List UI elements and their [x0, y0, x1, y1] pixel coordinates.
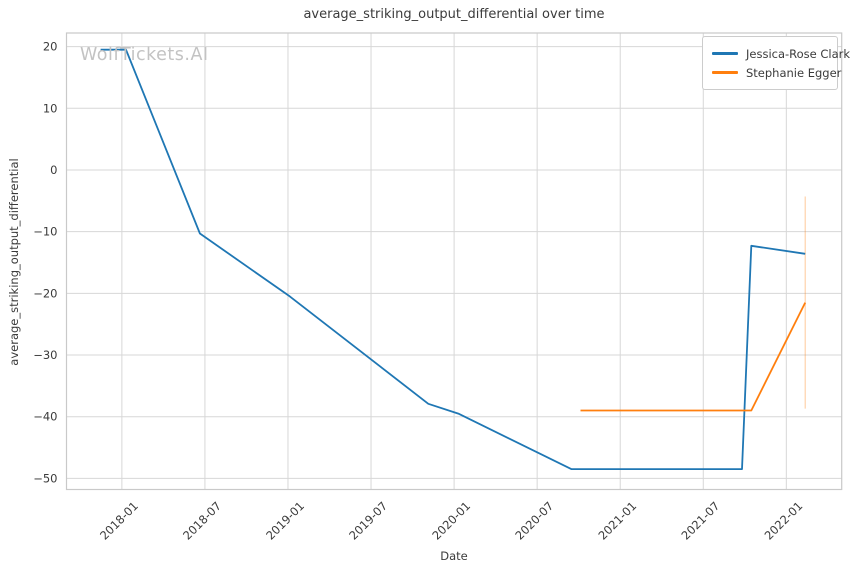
y-tick-label: −40 — [33, 410, 57, 424]
legend: Jessica-Rose Clark Stephanie Egger — [702, 36, 850, 90]
y-axis-label: average_striking_output_differential — [7, 158, 21, 366]
x-axis-label: Date — [440, 549, 468, 563]
x-tick-label: 2021-01 — [595, 499, 639, 543]
y-tick-label: −30 — [33, 348, 57, 362]
legend-label: Jessica-Rose Clark — [746, 46, 850, 61]
x-tick-label: 2018-01 — [97, 499, 141, 543]
x-tick-label: 2020-01 — [429, 499, 473, 543]
series-line-jessica-rose-clark — [100, 48, 806, 471]
series-line-stephanie-egger — [580, 302, 807, 412]
watermark: WolfTickets.AI — [80, 45, 209, 65]
x-tick-label: 2021-07 — [679, 499, 723, 543]
y-tick-label: 10 — [43, 101, 58, 115]
x-tick-label: 2022-01 — [762, 499, 806, 543]
legend-line-swatch-orange — [712, 71, 738, 74]
y-tick-label: −20 — [33, 286, 57, 300]
y-tick-label: −50 — [33, 471, 57, 485]
x-tick-label: 2020-07 — [512, 499, 556, 543]
legend-label: Stephanie Egger — [746, 65, 842, 80]
y-tick-label: −10 — [33, 225, 57, 239]
y-tick-label: 0 — [50, 163, 57, 177]
x-tick-label: 2019-01 — [263, 499, 307, 543]
plot-border — [65, 32, 843, 491]
legend-item: Stephanie Egger — [712, 63, 841, 82]
chart-title: average_striking_output_differential ove… — [303, 7, 605, 22]
x-tick-label: 2018-07 — [180, 499, 224, 543]
x-tick-label: 2019-07 — [346, 499, 390, 543]
y-tick-label: 20 — [43, 40, 58, 54]
legend-line-swatch-blue — [712, 52, 738, 55]
legend-item: Jessica-Rose Clark — [712, 44, 850, 63]
